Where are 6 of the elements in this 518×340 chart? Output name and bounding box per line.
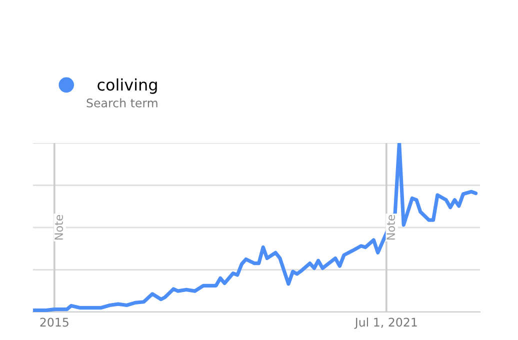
ref-line-label: Note: [54, 214, 64, 240]
text: Search term: [86, 98, 158, 108]
x-tick-label: 2015: [40, 318, 68, 327]
x-tick-label: Jul 1, 2021: [354, 318, 417, 329]
ref-line-label: Note: [386, 214, 396, 240]
legend-label: coliving: [98, 78, 157, 94]
